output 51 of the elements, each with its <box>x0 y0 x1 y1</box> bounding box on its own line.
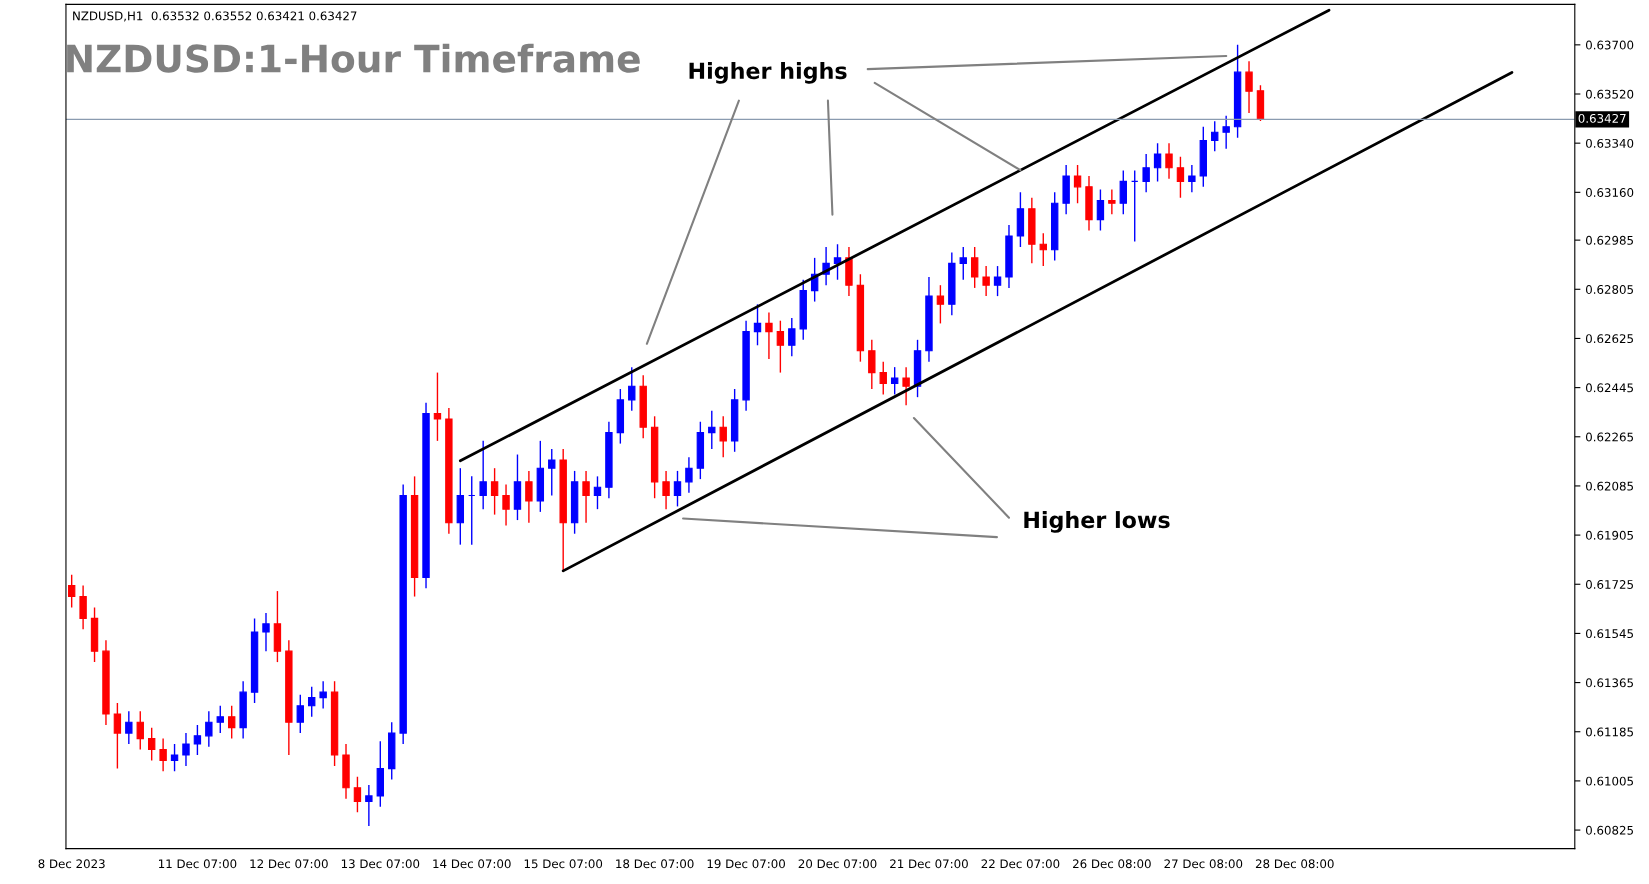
candlestick <box>308 685 316 718</box>
candlestick <box>1211 120 1219 153</box>
annotation: NZDUSD,H1 0.63532 0.63552 0.63421 0.63427 <box>73 11 357 22</box>
x-tick-label: 26 Dec 08:00 <box>1073 859 1151 869</box>
candlestick <box>216 705 224 734</box>
annotation: Higher lows <box>1024 511 1170 533</box>
candlestick <box>879 360 887 396</box>
x-tick-label: 12 Dec 07:00 <box>250 859 328 869</box>
x-tick-label: 15 Dec 07:00 <box>524 859 603 869</box>
x-tick-label: 21 Dec 07:00 <box>890 859 968 869</box>
x-tick-label: 18 Dec 07:00 <box>616 859 694 869</box>
y-tick-label: 0.62985 <box>1585 235 1633 245</box>
candlestick <box>548 448 556 497</box>
candlestick <box>639 374 647 439</box>
x-tick-label: 14 Dec 07:00 <box>433 859 511 869</box>
y-tick-label: 0.61365 <box>1585 678 1633 688</box>
x-tick-label: 27 Dec 08:00 <box>1164 859 1243 869</box>
y-tick-label: 0.62085 <box>1585 481 1633 491</box>
y-tick-label: 0.61725 <box>1585 579 1633 589</box>
text: NZDUSD:1-Hour Timeframe <box>67 43 640 73</box>
candlestick <box>628 366 636 412</box>
annotation: Higher highs <box>689 61 847 84</box>
y-tick-label: 0.60825 <box>1585 825 1633 835</box>
y-tick-label: 0.62265 <box>1585 432 1633 442</box>
candlestick <box>799 279 807 341</box>
x-tick-label: 28 Dec 08:00 <box>1255 859 1334 869</box>
x-tick-label: 22 Dec 07:00 <box>981 859 1060 869</box>
y-tick-label: 0.61905 <box>1585 530 1633 540</box>
y-tick-label: 0.61005 <box>1585 776 1633 786</box>
x-tick-label: 8 Dec 2023 <box>38 859 105 869</box>
candlestick <box>788 317 796 357</box>
candlestick <box>296 694 304 734</box>
x-tick-label: 19 Dec 07:00 <box>707 859 785 869</box>
y-tick-label: 0.63700 <box>1585 40 1634 50</box>
y-tick-label: 0.62805 <box>1585 285 1633 294</box>
y-tick-label: 0.61185 <box>1585 727 1633 737</box>
x-tick-label: 20 Dec 07:00 <box>798 859 877 869</box>
ref-line-label: 0.63427 <box>1578 113 1626 123</box>
candlestick <box>1119 169 1127 215</box>
y-tick-label: 0.62445 <box>1585 383 1633 393</box>
x-tick-label: 13 Dec 07:00 <box>341 859 420 869</box>
y-tick-label: 0.63160 <box>1585 188 1634 197</box>
candlestick <box>388 721 396 781</box>
candlestick <box>136 710 144 751</box>
y-tick-label: 0.63340 <box>1585 138 1634 148</box>
y-tick-label: 0.63520 <box>1585 89 1634 99</box>
y-tick-label: 0.61545 <box>1585 629 1633 639</box>
candlestick <box>959 246 967 281</box>
x-tick-label: 11 Dec 07:00 <box>159 859 237 869</box>
y-tick-label: 0.62625 <box>1585 334 1633 344</box>
candlestick <box>719 415 727 458</box>
